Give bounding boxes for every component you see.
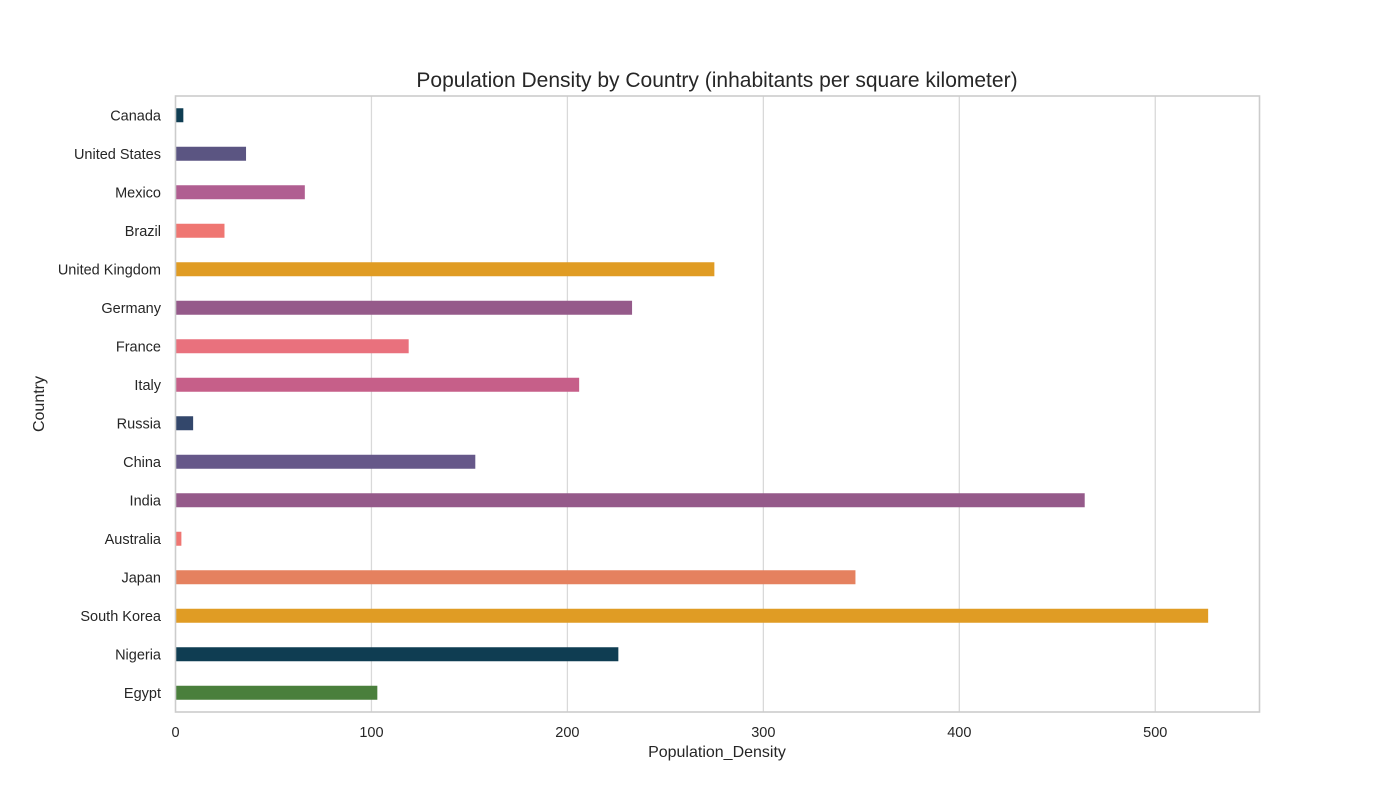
bar [175,377,580,392]
x-axis-label: Population_Density [648,744,786,761]
bar [175,570,856,585]
y-axis-label: Country [31,376,48,432]
y-tick-label: Germany [101,301,161,317]
bar [175,146,247,161]
bar [175,223,225,238]
bar [175,685,378,700]
x-tick-label: 0 [171,725,179,741]
x-tick-label: 400 [947,725,971,741]
bar [175,493,1085,508]
x-tick-label: 500 [1143,725,1167,741]
bar [175,300,633,315]
y-tick-label: Egypt [124,686,161,702]
bar [175,531,182,546]
plot-frame [174,95,1261,713]
y-tick-label: Mexico [115,185,161,201]
bar [175,185,305,200]
bar [175,608,1209,623]
y-tick-label: Australia [105,532,162,548]
y-tick-label: India [130,493,162,509]
bar [175,454,476,469]
y-tick-label: France [116,339,161,355]
bar [175,108,184,123]
x-tick-label: 100 [359,725,383,741]
y-tick-label: Russia [117,416,162,432]
bars [175,108,1209,700]
x-tick-label: 200 [555,725,579,741]
bar [175,416,194,431]
y-tick-label: Japan [121,570,161,586]
y-tick-label: China [123,455,162,471]
bar [175,262,715,277]
y-tick-label: United Kingdom [58,262,161,278]
bar [175,339,409,354]
bar [175,647,619,662]
y-tick-label: Italy [134,378,161,394]
x-tick-labels: 0 100 200 300 400 500 [171,725,1167,741]
y-tick-label: Brazil [125,224,161,240]
chart-title: Population Density by Country (inhabitan… [416,69,1017,92]
y-tick-label: United States [74,147,161,163]
y-tick-label: Canada [110,108,162,124]
y-tick-label: Nigeria [115,647,162,663]
y-tick-label: South Korea [80,609,162,625]
y-tick-labels: Canada United States Mexico Brazil United Ki… [58,108,162,702]
x-tick-label: 300 [751,725,775,741]
